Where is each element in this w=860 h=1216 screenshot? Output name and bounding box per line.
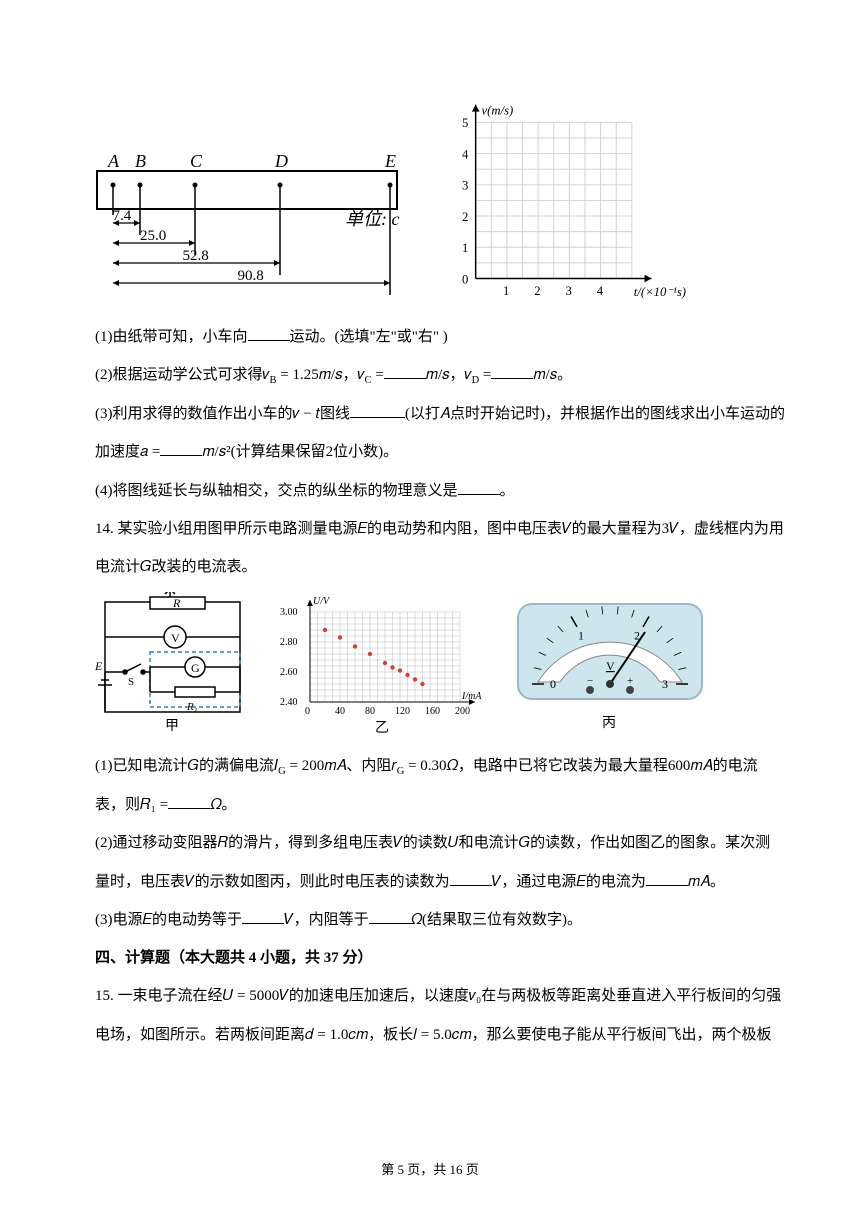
blank-r1 bbox=[168, 794, 210, 809]
svg-text:1: 1 bbox=[578, 629, 584, 643]
svg-text:G: G bbox=[191, 661, 200, 675]
svg-text:2: 2 bbox=[534, 284, 540, 298]
svg-text:甲: 甲 bbox=[165, 719, 179, 734]
svg-text:V: V bbox=[171, 631, 180, 645]
svg-text:E: E bbox=[95, 659, 103, 673]
svg-text:3: 3 bbox=[662, 677, 668, 691]
svg-text:0: 0 bbox=[550, 677, 556, 691]
svg-text:2: 2 bbox=[462, 210, 468, 224]
blank-v bbox=[450, 871, 492, 886]
svg-text:I/mA: I/mA bbox=[461, 691, 482, 702]
svg-text:R: R bbox=[172, 596, 181, 610]
svg-text:2.40: 2.40 bbox=[280, 697, 298, 708]
blank-emf bbox=[242, 909, 284, 924]
voltmeter-face: 0123 V − + 丙 bbox=[510, 592, 710, 737]
svg-text:200: 200 bbox=[455, 706, 470, 717]
unit-label: 单位: cm bbox=[345, 209, 400, 229]
svg-text:0: 0 bbox=[462, 272, 468, 286]
svg-text:B: B bbox=[135, 155, 146, 171]
q2: (2)根据运动学公式可求得𝑣B = 1.25𝑚/𝑠，𝑣C =𝑚/𝑠，𝑣D =𝑚/… bbox=[95, 356, 785, 395]
blank-i bbox=[646, 871, 688, 886]
svg-text:R₁: R₁ bbox=[186, 701, 198, 713]
q1: (1)由纸带可知，小车向 运动。(选填"左"或"右" ) bbox=[95, 318, 785, 356]
svg-text:+: + bbox=[627, 675, 633, 687]
svg-text:1: 1 bbox=[462, 241, 468, 255]
q15: 15. 一束电子流在经𝑈 = 5000𝑉的加速电压加速后，以速度𝑣₀在与两极板等… bbox=[95, 977, 785, 1054]
svg-text:E: E bbox=[384, 155, 396, 171]
svg-text:V: V bbox=[606, 659, 615, 673]
svg-text:120: 120 bbox=[395, 706, 410, 717]
svg-text:80: 80 bbox=[365, 706, 375, 717]
q1-prefix: (1)由纸带可知，小车向 bbox=[95, 329, 248, 345]
q1-suffix: 运动。(选填"左"或"右" ) bbox=[290, 329, 448, 345]
q14-2: (2)通过移动变阻器𝑅的滑片，得到多组电压表𝑉的读数𝑈和电流计𝐺的读数，作出如图… bbox=[95, 824, 785, 901]
blank-q4 bbox=[458, 480, 500, 495]
section-4-title: 四、计算题（本大题共 4 小题，共 37 分） bbox=[95, 939, 785, 977]
svg-text:1: 1 bbox=[503, 284, 509, 298]
blank-r bbox=[369, 909, 411, 924]
page-footer: 第 5 页，共 16 页 bbox=[0, 1159, 860, 1178]
blank-q1 bbox=[248, 326, 290, 341]
ui-plot: U/V I/mA 2.40 2.60 2.80 3.00 0 40 80 120 160 200 乙 bbox=[275, 592, 485, 737]
svg-text:90.8: 90.8 bbox=[238, 268, 264, 284]
svg-text:v(m/s): v(m/s) bbox=[482, 104, 514, 118]
svg-text:3: 3 bbox=[565, 284, 571, 298]
svg-text:t/(×10⁻¹s): t/(×10⁻¹s) bbox=[634, 285, 686, 299]
svg-text:丙: 丙 bbox=[602, 716, 616, 731]
svg-text:4: 4 bbox=[597, 284, 604, 298]
svg-text:−: − bbox=[587, 675, 593, 687]
svg-text:A: A bbox=[107, 155, 120, 171]
q14-1: (1)已知电流计𝐺的满偏电流𝐼G = 200𝑚𝐴、内阻𝑟G = 0.30𝛺，电路… bbox=[95, 747, 785, 824]
vt-graph: v(m/s) t/(×10⁻¹s) 0 1 2 3 4 5 1 2 3 4 bbox=[445, 95, 725, 300]
svg-text:160: 160 bbox=[425, 706, 440, 717]
svg-text:25.0: 25.0 bbox=[140, 228, 166, 244]
blank-vt bbox=[350, 403, 405, 418]
svg-text:0: 0 bbox=[305, 706, 310, 717]
q14-intro: 14. 某实验小组用图甲所示电路测量电源𝐸的电动势和内阻，图中电压表𝑉的最大量程… bbox=[95, 510, 785, 587]
svg-text:D: D bbox=[274, 155, 288, 171]
svg-text:乙: 乙 bbox=[375, 720, 389, 736]
svg-text:C: C bbox=[190, 155, 203, 171]
svg-text:U/V: U/V bbox=[313, 596, 331, 607]
svg-text:52.8: 52.8 bbox=[183, 248, 209, 264]
circuit-row: R V E S G R₁ 甲 U/V I/mA 2.40 2.60 2.80 3.00 0… bbox=[95, 592, 785, 737]
q3: (3)利用求得的数值作出小车的𝑣 − 𝑡图线(以打𝐴点时开始记时)，并根据作出的… bbox=[95, 395, 785, 472]
svg-text:5: 5 bbox=[462, 116, 468, 130]
svg-text:4: 4 bbox=[462, 147, 469, 161]
svg-text:2.60: 2.60 bbox=[280, 667, 298, 678]
svg-text:40: 40 bbox=[335, 706, 345, 717]
svg-text:S: S bbox=[128, 676, 134, 688]
svg-text:2.80: 2.80 bbox=[280, 637, 298, 648]
q4: (4)将图线延长与纵轴相交，交点的纵坐标的物理意义是。 bbox=[95, 472, 785, 510]
q14-3: (3)电源𝐸的电动势等于𝑉，内阻等于𝛺(结果取三位有效数字)。 bbox=[95, 901, 785, 939]
svg-text:3.00: 3.00 bbox=[280, 607, 298, 618]
figures-row: A B C D E 单位: cm 7.4 25.0 52.8 90.8 v(m/… bbox=[95, 95, 785, 300]
blank-a bbox=[160, 441, 202, 456]
blank-vc bbox=[384, 364, 426, 379]
circuit-diagram: R V E S G R₁ 甲 bbox=[95, 592, 250, 737]
blank-vd bbox=[491, 364, 533, 379]
tape-diagram: A B C D E 单位: cm 7.4 25.0 52.8 90.8 bbox=[95, 155, 400, 300]
svg-text:3: 3 bbox=[462, 179, 468, 193]
svg-text:7.4: 7.4 bbox=[113, 208, 132, 224]
